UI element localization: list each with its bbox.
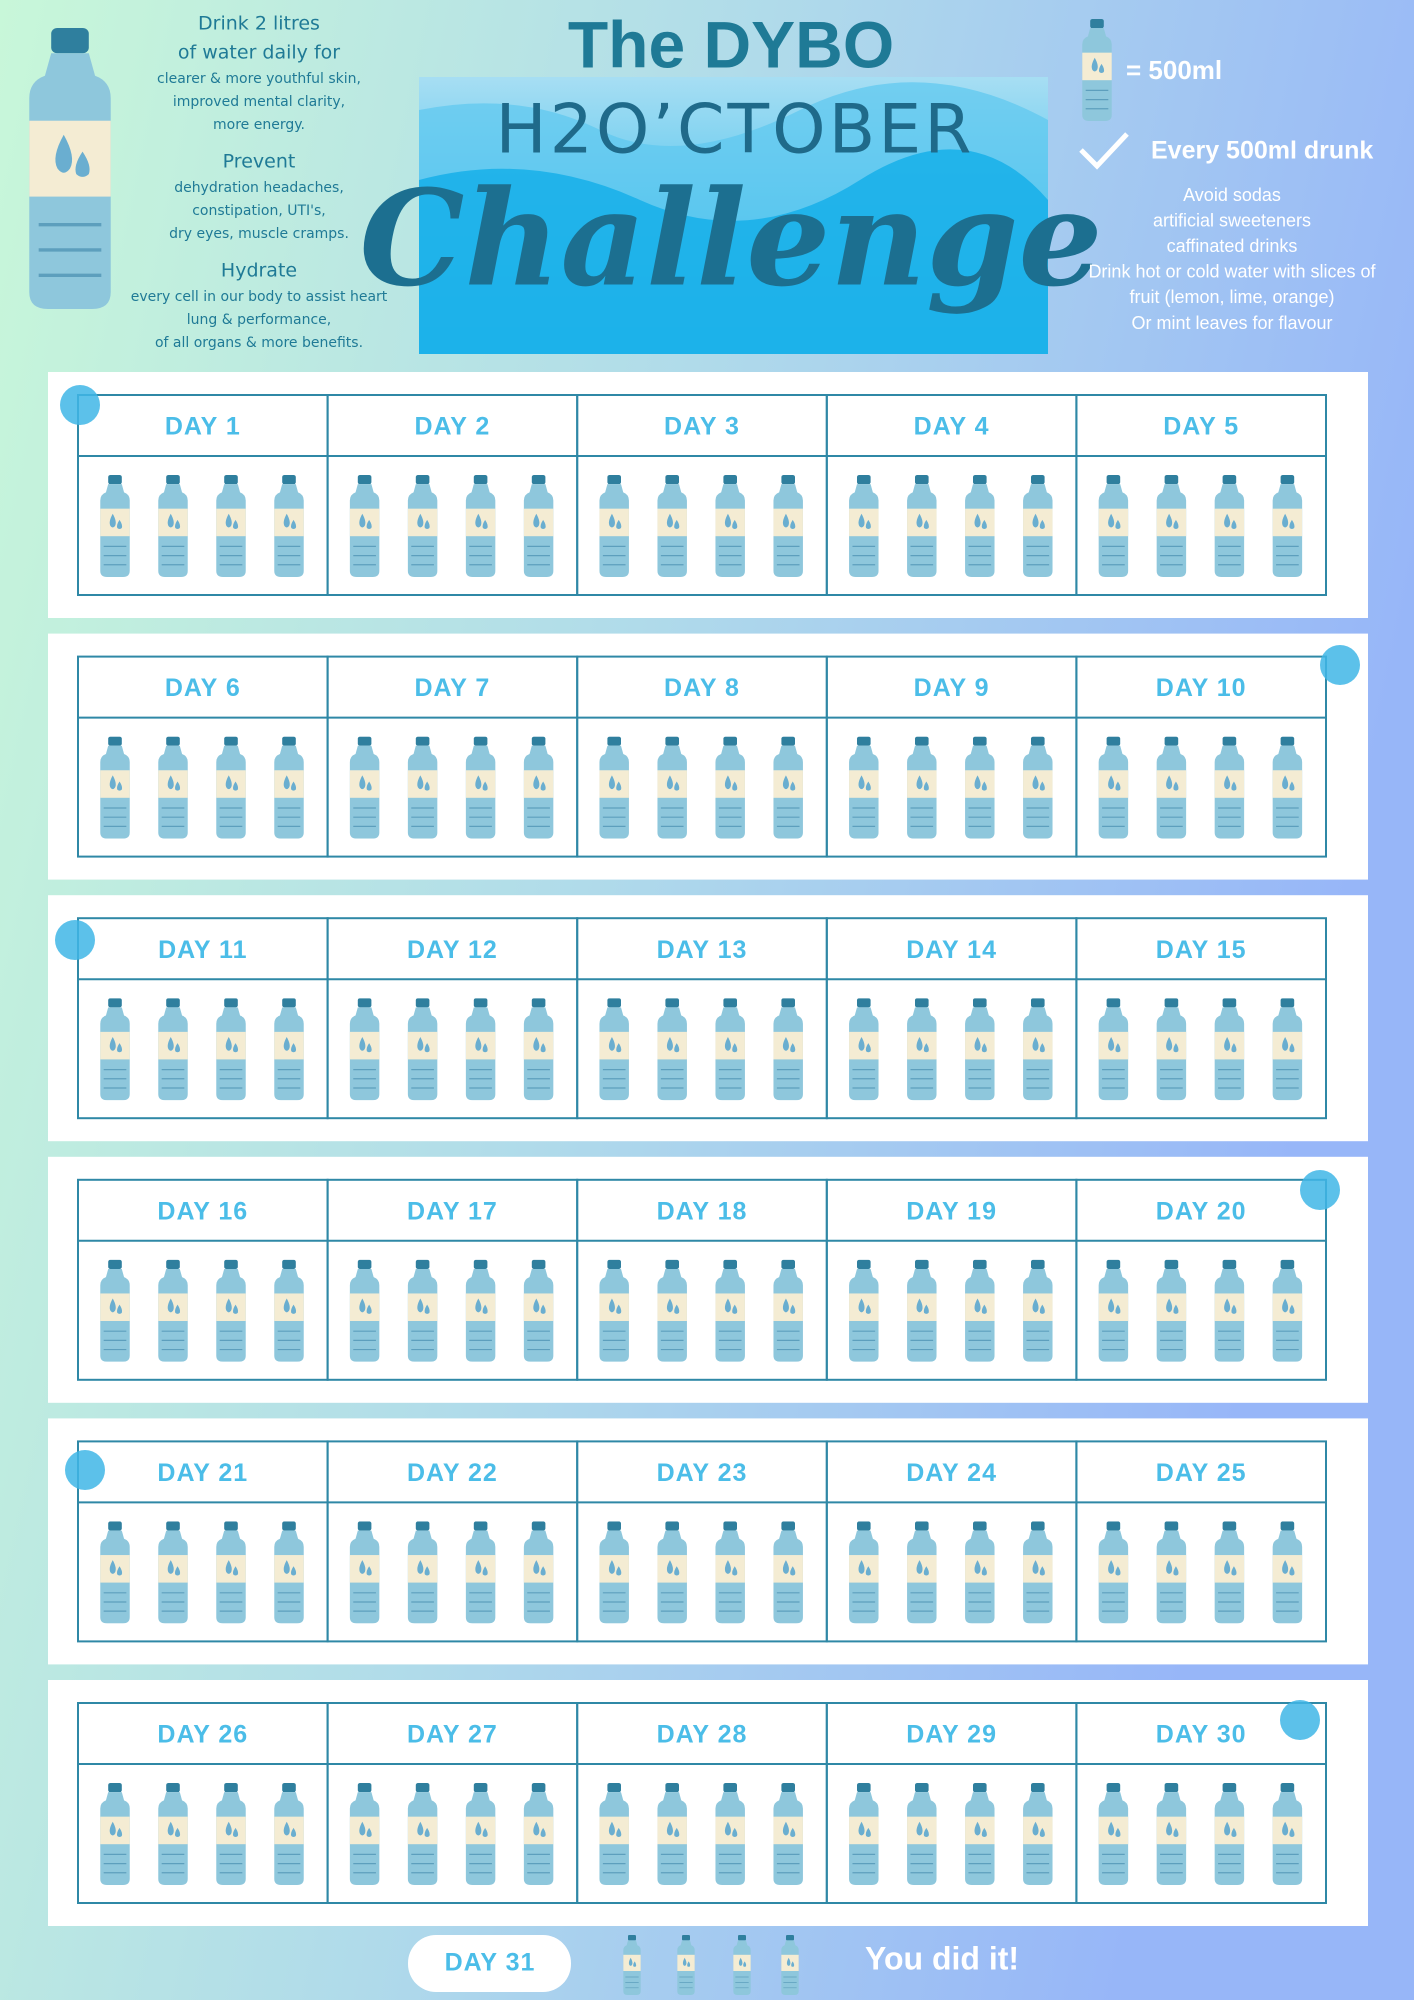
title-box — [419, 77, 1048, 355]
day-label: DAY 20 — [1156, 1197, 1247, 1225]
title-line2: H2O’CTOBER — [496, 91, 975, 170]
intro-line: of all organs & more benefits. — [155, 335, 363, 351]
intro-line: every cell in our body to assist heart — [131, 289, 388, 305]
splash — [65, 1450, 105, 1490]
intro-line: improved mental clarity, — [173, 94, 345, 110]
panel — [48, 1156, 1368, 1403]
title-line1: The DYBO — [568, 7, 894, 81]
splash — [1300, 1170, 1340, 1210]
day-label: DAY 9 — [914, 674, 990, 702]
intro-line: dry eyes, muscle cramps. — [169, 226, 349, 242]
final-pill — [408, 1935, 571, 1992]
day-label: DAY 2 — [414, 413, 490, 441]
day-label: DAY 4 — [914, 413, 990, 441]
legend-unit: = 500ml — [1126, 55, 1222, 85]
day-label: DAY 12 — [407, 936, 498, 964]
splash — [1280, 1700, 1320, 1740]
intro-heading: Drink 2 litres — [198, 13, 320, 35]
intro-line: dehydration headaches, — [174, 180, 344, 196]
day-label: DAY 6 — [165, 674, 241, 702]
tip: caffinated drinks — [1167, 236, 1298, 256]
day-label: DAY 19 — [906, 1197, 997, 1225]
intro-heading: Hydrate — [221, 260, 297, 282]
day-label: DAY 26 — [157, 1721, 248, 1749]
splash — [55, 920, 95, 960]
intro-line: clearer & more youthful skin, — [157, 71, 361, 87]
intro-line: lung & performance, — [187, 312, 331, 328]
intro-line: constipation, UTI's, — [192, 203, 326, 219]
splash — [1320, 645, 1360, 685]
day-label: DAY 13 — [657, 936, 748, 964]
title-line3: Challenge — [359, 162, 1102, 317]
tip: artificial sweeteners — [1153, 210, 1311, 230]
day-label: DAY 28 — [657, 1721, 748, 1749]
day-label: DAY 23 — [657, 1459, 748, 1487]
day-label: DAY 3 — [664, 413, 740, 441]
tip: Or mint leaves for flavour — [1131, 313, 1332, 333]
day-cell — [1075, 1440, 1328, 1643]
splash — [60, 385, 100, 425]
intro-heading: Prevent — [223, 151, 296, 173]
intro-line: more energy. — [213, 117, 305, 133]
day-cell — [1075, 655, 1328, 858]
day-label: DAY 7 — [414, 674, 490, 702]
panel — [48, 633, 1368, 880]
day-cell — [1075, 1178, 1328, 1381]
day-cell — [1075, 394, 1328, 596]
panel — [48, 1680, 1368, 1926]
day-label: DAY 11 — [158, 936, 247, 964]
day-label: DAY 16 — [157, 1197, 248, 1225]
day-label: DAY 5 — [1163, 413, 1239, 441]
legend-check: Every 500ml drunk — [1151, 137, 1373, 165]
day-label: DAY 22 — [407, 1459, 498, 1487]
panel — [48, 1418, 1368, 1665]
panel — [48, 895, 1368, 1142]
day-label: DAY 10 — [1156, 674, 1247, 702]
day-label: DAY 27 — [407, 1721, 498, 1749]
check-icon — [1079, 132, 1129, 170]
day-cell — [1075, 917, 1328, 1120]
panel — [48, 372, 1368, 618]
day-label: DAY 14 — [906, 936, 997, 964]
tip: Avoid sodas — [1183, 185, 1281, 205]
content: Drink 2 litres of water daily for clearer … — [48, 13, 1377, 1995]
tip: Drink hot or cold water with slices of — [1088, 262, 1376, 282]
day-label: DAY 1 — [165, 413, 241, 441]
day-label: DAY 25 — [1156, 1459, 1247, 1487]
day-label: DAY 29 — [906, 1721, 997, 1749]
day-label: DAY 24 — [906, 1459, 997, 1487]
intro-heading: of water daily for — [178, 42, 340, 64]
final-day: DAY 31 — [445, 1949, 536, 1977]
day-label: DAY 8 — [664, 674, 740, 702]
final-message: You did it! — [865, 1940, 1019, 1976]
tip: fruit (lemon, lime, orange) — [1129, 287, 1334, 307]
day-label: DAY 21 — [157, 1459, 248, 1487]
day-label: DAY 15 — [1156, 936, 1247, 964]
day-label: DAY 17 — [407, 1197, 498, 1225]
day-label: DAY 18 — [657, 1197, 748, 1225]
day-label: DAY 30 — [1156, 1721, 1247, 1749]
day-cell — [1075, 1702, 1328, 1904]
